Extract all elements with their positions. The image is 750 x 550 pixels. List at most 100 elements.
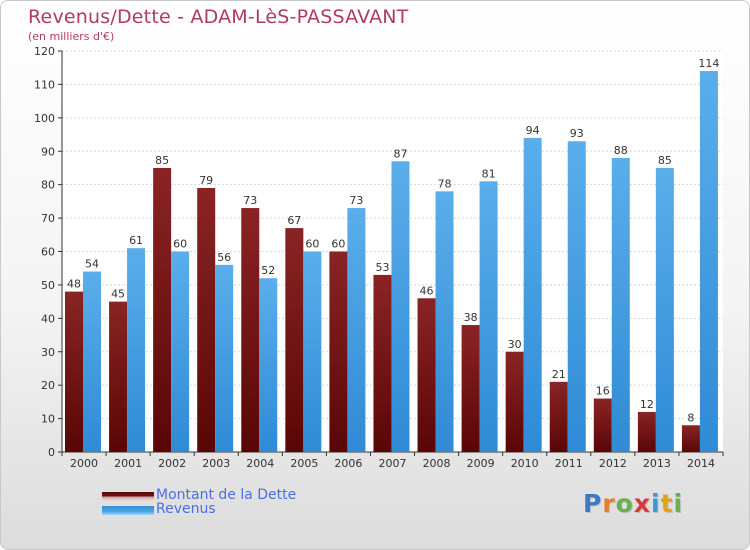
x-tick-label: 2011 xyxy=(555,457,583,470)
data-label-revenue: 60 xyxy=(173,238,187,251)
data-label-revenue: 54 xyxy=(85,258,99,271)
x-tick-label: 2005 xyxy=(290,457,318,470)
x-tick-label: 2013 xyxy=(643,457,671,470)
bar-revenue xyxy=(171,251,190,452)
bar-revenue xyxy=(611,157,630,452)
bar-revenue xyxy=(215,264,234,452)
bar-debt xyxy=(681,425,700,452)
bar-revenue xyxy=(259,278,278,452)
bar-chart: 0 10 20 30 40 50 60 70 80 90 100 110 120 2000 48 54 2001… xyxy=(34,45,724,470)
data-label-revenue: 85 xyxy=(658,154,672,167)
data-label-debt: 85 xyxy=(155,154,169,167)
data-label-revenue: 87 xyxy=(393,147,407,160)
bar-debt xyxy=(505,351,524,452)
y-tick-label: 40 xyxy=(41,312,55,325)
data-label-debt: 38 xyxy=(464,311,478,324)
bar-revenue xyxy=(347,208,366,452)
x-tick-label: 2010 xyxy=(511,457,539,470)
data-label-revenue: 78 xyxy=(438,177,452,190)
data-label-debt: 46 xyxy=(420,284,434,297)
data-label-revenue: 93 xyxy=(570,127,584,140)
y-tick-label: 60 xyxy=(41,246,55,259)
bar-revenue xyxy=(567,141,586,452)
data-label-debt: 79 xyxy=(199,174,213,187)
bar-revenue xyxy=(127,248,146,452)
logo-letter: x xyxy=(633,489,651,518)
logo-letter: o xyxy=(615,489,634,518)
x-tick-label: 2001 xyxy=(114,457,142,470)
bar-revenue xyxy=(699,71,718,453)
logo-letter: P xyxy=(583,489,603,518)
bar-revenue xyxy=(523,137,542,452)
y-tick-label: 10 xyxy=(41,413,55,426)
x-tick-label: 2009 xyxy=(467,457,495,470)
data-label-debt: 12 xyxy=(640,398,654,411)
data-label-debt: 21 xyxy=(552,368,566,381)
bar-debt xyxy=(109,301,128,452)
y-tick-label: 110 xyxy=(34,78,55,91)
bar-debt xyxy=(593,398,612,452)
bar-revenue xyxy=(391,161,410,452)
x-tick-label: 2008 xyxy=(423,457,451,470)
bar-debt xyxy=(153,167,172,453)
logo-letter: r xyxy=(602,489,616,518)
x-tick-label: 2004 xyxy=(246,457,274,470)
y-tick-label: 20 xyxy=(41,379,55,392)
bar-debt xyxy=(461,325,480,452)
data-label-revenue: 56 xyxy=(217,251,231,264)
data-label-revenue: 81 xyxy=(482,167,496,180)
data-label-revenue: 88 xyxy=(614,144,628,157)
legend-label-debt: Montant de la Dette xyxy=(156,487,297,503)
bar-revenue xyxy=(655,167,674,453)
chart-subtitle: (en milliers d'€) xyxy=(28,30,115,43)
bar-revenue xyxy=(83,271,101,452)
x-tick-label: 2002 xyxy=(158,457,186,470)
y-tick-label: 30 xyxy=(41,346,55,359)
x-tick-label: 2000 xyxy=(70,457,98,470)
bar-debt xyxy=(417,298,436,452)
x-tick-label: 2014 xyxy=(687,457,715,470)
x-tick-label: 2006 xyxy=(334,457,362,470)
logo-letter: t xyxy=(660,489,674,518)
x-tick-label: 2012 xyxy=(599,457,627,470)
bar-debt xyxy=(197,188,216,452)
bar-debt xyxy=(637,411,656,452)
y-tick-label: 80 xyxy=(41,179,55,192)
data-label-debt: 60 xyxy=(331,238,345,251)
bar-revenue xyxy=(479,181,498,452)
data-label-debt: 8 xyxy=(687,411,694,424)
data-label-revenue: 60 xyxy=(305,238,319,251)
bar-debt xyxy=(285,228,304,452)
legend-swatch-debt xyxy=(102,492,154,501)
legend-swatch-revenue xyxy=(102,506,154,515)
y-tick-label: 70 xyxy=(41,212,55,225)
data-label-revenue: 61 xyxy=(129,234,143,247)
data-label-debt: 30 xyxy=(508,338,522,351)
logo-letter: i xyxy=(651,489,661,518)
proxiti-logo: Proxiti xyxy=(583,489,683,518)
y-tick-label: 0 xyxy=(48,446,55,459)
data-label-revenue: 94 xyxy=(526,124,540,137)
chart-title: Revenus/Dette - ADAM-LèS-PASSAVANT xyxy=(28,6,409,28)
bar-debt xyxy=(241,208,260,452)
data-label-debt: 48 xyxy=(67,278,81,291)
y-tick-label: 120 xyxy=(34,45,55,58)
bar-revenue xyxy=(435,191,454,452)
data-label-debt: 73 xyxy=(243,194,257,207)
data-label-revenue: 73 xyxy=(349,194,363,207)
data-label-debt: 67 xyxy=(287,214,301,227)
bar-debt xyxy=(329,251,348,452)
data-label-debt: 45 xyxy=(111,288,125,301)
legend-label-revenue: Revenus xyxy=(156,501,216,517)
bar-debt xyxy=(373,274,392,452)
y-tick-label: 50 xyxy=(41,279,55,292)
y-tick-label: 100 xyxy=(34,112,55,125)
data-label-debt: 16 xyxy=(596,385,610,398)
bar-revenue xyxy=(303,251,322,452)
bar-debt xyxy=(65,291,83,452)
y-tick-label: 90 xyxy=(41,145,55,158)
bar-debt xyxy=(549,381,568,452)
x-tick-label: 2003 xyxy=(202,457,230,470)
data-label-revenue: 114 xyxy=(698,57,719,70)
